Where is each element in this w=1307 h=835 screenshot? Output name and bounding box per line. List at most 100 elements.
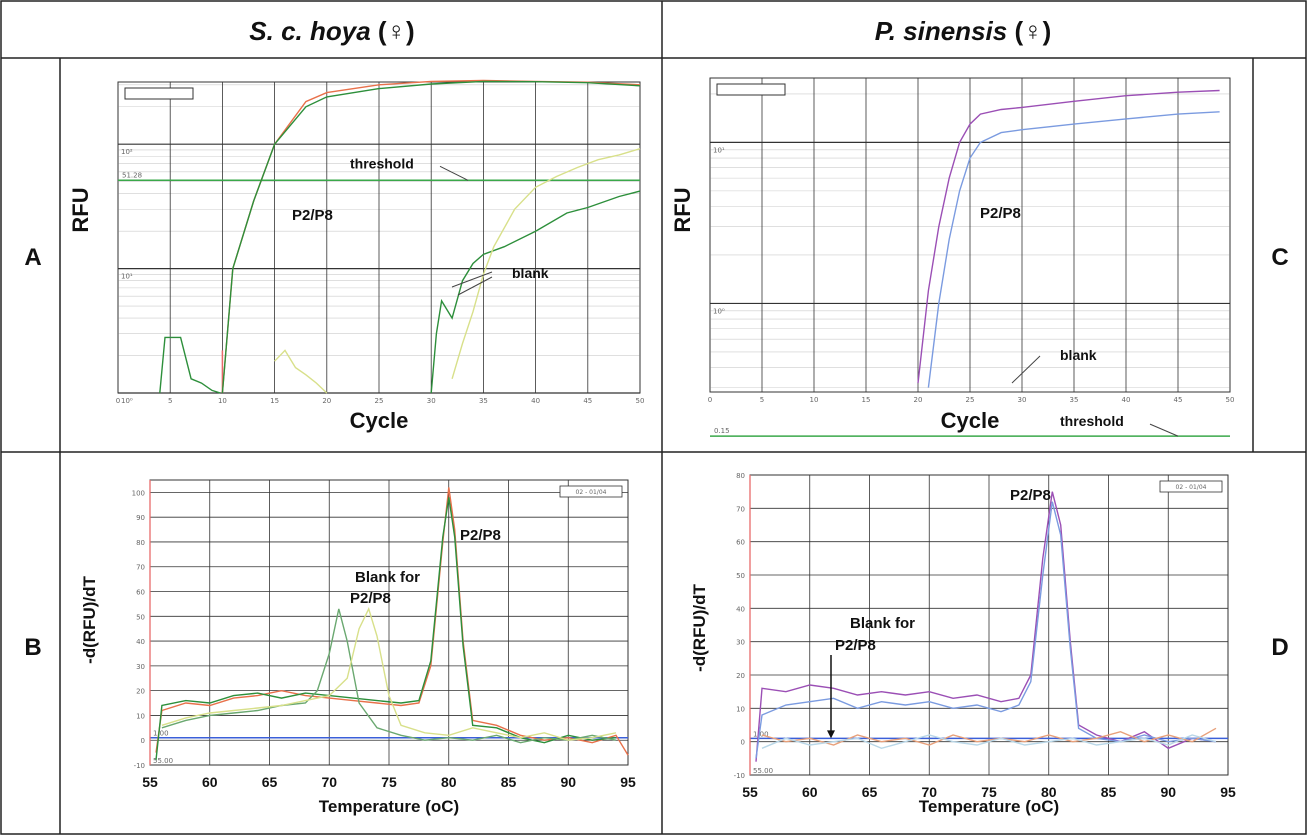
y-tick-label: 40 [736,605,745,613]
row-label-c: C [1271,244,1288,271]
annotation-label: P2/P8 [1010,487,1051,504]
x-axis-label: Cycle [350,408,409,433]
y-tick-label: 90 [136,514,145,522]
x-tick-label: 5 [168,397,172,405]
x-tick-label: 40 [1122,396,1131,404]
x-tick-label: 30 [427,397,436,405]
x-tick-label: 85 [501,774,517,790]
x-tick-label: 55 [742,784,758,800]
y-tick-label: 0 [141,737,145,745]
x-tick-label: 90 [560,774,576,790]
legend-box [1159,480,1223,493]
x-tick-label: 10 [218,397,227,405]
x-tick-label: 5 [760,396,764,404]
series-line [161,608,617,744]
x-tick-label: 45 [583,397,592,405]
x-axis-label: Temperature (oC) [319,797,459,816]
x-tick-label: 20 [322,397,331,405]
row-label-d: D [1271,634,1288,661]
x-tick-label: 20 [914,396,923,404]
x-tick-label: 45 [1174,396,1183,404]
threshold-value: 0.15 [714,427,730,435]
y-tick-label: 70 [136,564,145,572]
y-tick-label: 20 [736,672,745,680]
x-tick-label: 40 [531,397,540,405]
x-tick-label: 0 [708,396,712,404]
y-tick-label: 10⁰ [121,397,133,405]
x-tick-label: 0 [116,397,120,405]
x-axis-label: Cycle [941,408,1000,433]
annotation-label: P2/P8 [350,590,391,607]
legend-box [124,87,194,100]
x-tick-label: 35 [479,397,488,405]
panel-a-amplification: 10⁰ 10¹ 10² 0 5 10 15 20 25 30 35 40 45 50 51.28 thresh… [68,79,645,433]
y-tick-label: 10 [136,712,145,720]
series-line [761,727,1217,746]
x-tick-label: 75 [381,774,397,790]
x-axis-label: Temperature (oC) [919,797,1059,816]
x-tick-label: 65 [262,774,278,790]
y-tick-label: 10¹ [121,273,133,281]
threshold-value: 1.00 [153,730,169,738]
y-tick-label: 10² [121,148,133,156]
y-axis-label: RFU [670,187,695,232]
y-tick-label: 50 [136,613,145,621]
threshold-pointer [439,165,469,181]
x-tick-label: 95 [620,774,636,790]
x-tick-label: 85 [1101,784,1117,800]
x-tick-label: 60 [802,784,818,800]
y-tick-label: 40 [136,638,145,646]
panel-c-amplification: 10⁰ 10¹ 0 5 10 15 20 25 30 35 40 45 50 0.15 threshold P… [670,77,1235,437]
legend-box [716,83,786,96]
series-line [430,190,641,394]
x-tick-label: 90 [1160,784,1176,800]
row-label-a: A [24,244,41,271]
x-tick-label: 50 [636,397,645,405]
series-line [761,734,1217,750]
y-tick-label: 30 [136,663,145,671]
threshold-label: threshold [350,155,414,171]
threshold-value: 1.00 [753,730,769,738]
legend-box [559,485,623,498]
y-tick-label: 80 [736,472,745,480]
x-tick-label: 60 [202,774,218,790]
x-tick-label: 80 [1041,784,1057,800]
x-tick-label: 65 [862,784,878,800]
y-tick-label: 60 [736,539,745,547]
panel-d-melt-curve: -10 0 10 20 30 40 50 60 70 80 55 60 65 70 75 80 85 90 95 1.… [690,472,1236,816]
x-tick-label: 50 [1226,396,1235,404]
series-line [451,148,641,379]
x-tick-label: 30 [1018,396,1027,404]
annotation-label: P2/P8 [835,637,876,654]
annotation-pointer [451,271,493,288]
x-tick-label: 15 [270,397,279,405]
y-tick-label: 0 [741,739,745,747]
series-line [155,487,629,756]
annotation-label: P2/P8 [292,207,333,224]
threshold-value: 51.28 [122,171,142,179]
y-tick-label: 100 [132,489,145,497]
header-left: S. c. hoya (♀) [249,16,414,46]
annotation-pointer [457,276,493,296]
arrow-head [827,730,835,739]
y-tick-label: 10¹ [713,146,725,154]
x-tick-label: 75 [981,784,997,800]
y-axis-label: -d(RFU)/dT [80,575,99,663]
y-tick-label: 10 [736,705,745,713]
x-tick-label: 10 [810,396,819,404]
row-label-b: B [24,634,41,661]
corner-value: 55.00 [153,757,173,765]
annotation-label: blank [512,265,549,281]
series-line [274,349,328,394]
corner-value: 55.00 [753,767,773,775]
legend-text: 02 - 01/04 [576,489,607,496]
x-tick-label: 80 [441,774,457,790]
legend-text: 02 - 01/04 [1176,484,1207,491]
x-tick-label: 70 [921,784,937,800]
panel-b-melt-curve: -10 0 10 20 30 40 50 60 70 80 90 100 55 60 65 70 75 80 85 9… [80,479,636,816]
y-tick-label: 70 [736,505,745,513]
annotation-pointer [1011,355,1041,384]
annotation-label: blank [1060,347,1097,363]
